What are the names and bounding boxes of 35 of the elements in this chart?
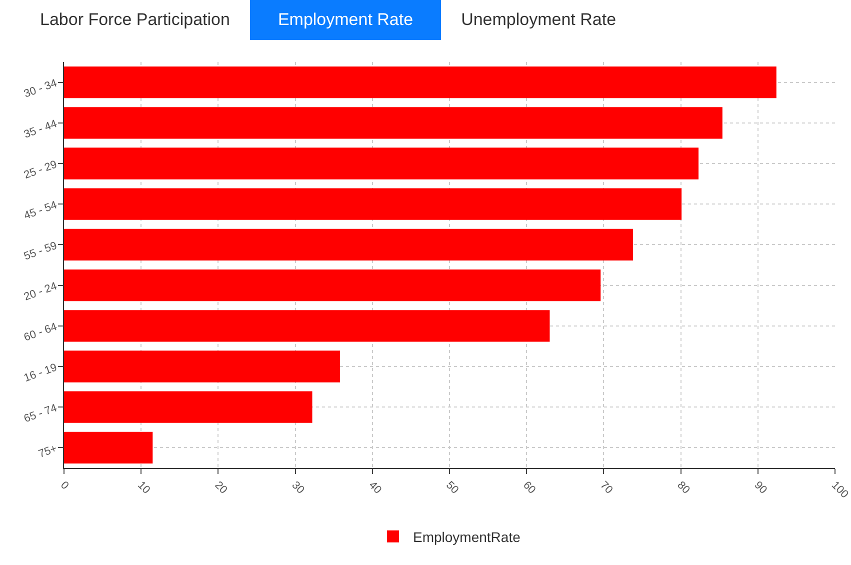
bar [64, 66, 776, 98]
x-tick-label: 70 [598, 479, 615, 496]
x-tick-label: 10 [135, 479, 152, 496]
bar [64, 148, 699, 180]
x-tick-label: 40 [366, 479, 384, 496]
y-tick-label: 65 - 74 [22, 402, 59, 426]
y-tick-label: 60 - 64 [22, 320, 59, 344]
x-tick-label: 60 [520, 479, 538, 496]
x-tick-label: 50 [443, 479, 461, 496]
y-tick-label: 30 - 34 [22, 77, 59, 100]
x-tick-label: 20 [212, 479, 230, 496]
x-tick-label: 0 [58, 479, 71, 492]
bar [64, 107, 722, 139]
bar [64, 188, 682, 220]
bar [64, 350, 340, 382]
y-tick-label: 25 - 29 [22, 158, 59, 182]
x-tick-label: 100 [828, 479, 850, 501]
bar [64, 310, 550, 342]
bar [64, 228, 633, 261]
chart-title: Employment Rate [250, 0, 442, 40]
y-tick-label: 55 - 59 [22, 240, 59, 263]
y-tick-label: 45 - 54 [22, 199, 59, 222]
y-tick-label: 35 - 44 [22, 118, 59, 141]
y-tick-label: 16 - 19 [22, 362, 59, 385]
text: Unemployment Rate [460, 9, 618, 31]
bar [64, 391, 312, 423]
x-tick-label: 90 [752, 479, 770, 496]
text: Labor Force Participation [39, 9, 231, 31]
y-tick-label: 75+ [37, 442, 59, 460]
legend-label: EmploymentRate [413, 528, 521, 545]
bar [64, 269, 601, 302]
x-tick-label: 30 [289, 479, 306, 496]
y-tick-label: 20 - 24 [22, 280, 59, 304]
bar [64, 432, 153, 464]
x-tick-label: 80 [674, 479, 692, 496]
